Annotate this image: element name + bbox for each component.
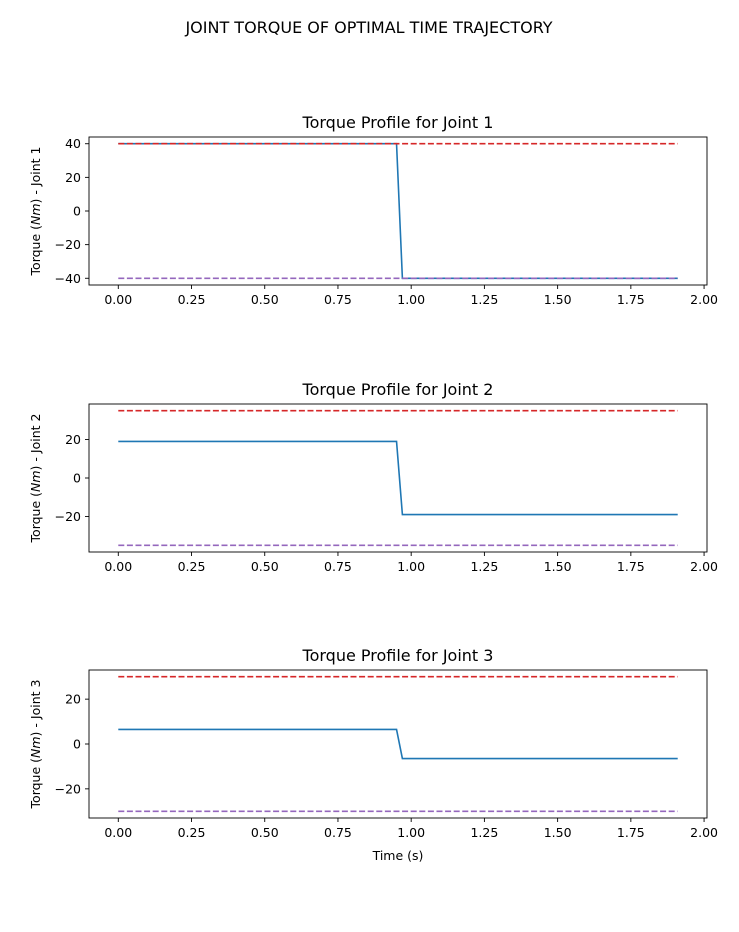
subplots: Torque Profile for Joint 1 0.00 0.25 0.50 0.… xyxy=(28,113,718,863)
x-tick-label: 0.75 xyxy=(324,825,352,840)
x-tick-label: 2.00 xyxy=(690,559,718,574)
x-tick-label: 0.25 xyxy=(178,292,206,307)
x-tick-label: 1.00 xyxy=(397,559,425,574)
y-axis-label-prefix: Torque ( xyxy=(28,225,43,276)
axes-frame xyxy=(88,669,708,819)
x-tick-label: 0.75 xyxy=(324,559,352,574)
subplot-title: Torque Profile for Joint 1 xyxy=(302,113,494,132)
x-tick-label: 1.50 xyxy=(544,825,572,840)
y-axis-label-suffix: ) - Joint 2 xyxy=(28,414,43,471)
x-tick-label: 1.25 xyxy=(470,292,498,307)
x-tick-label: 1.25 xyxy=(470,825,498,840)
torque-line xyxy=(118,440,678,516)
x-tick-label: 2.00 xyxy=(690,292,718,307)
y-tick-label: 0 xyxy=(73,737,81,752)
x-tick-label: 1.75 xyxy=(617,559,645,574)
y-axis-label-unit: Nm xyxy=(28,470,43,492)
x-tick-label: 1.00 xyxy=(397,825,425,840)
x-tick-label: 0.50 xyxy=(251,825,279,840)
torque-line xyxy=(118,728,678,760)
x-tick-label: 0.00 xyxy=(104,559,132,574)
x-tick-label: 1.75 xyxy=(617,292,645,307)
figure-title: JOINT TORQUE OF OPTIMAL TIME TRAJECTORY xyxy=(184,18,552,37)
y-axis-label-prefix: Torque ( xyxy=(28,492,43,543)
y-axis-label: Torque (Nm) - Joint 3 xyxy=(28,680,43,810)
x-tick-label: 1.00 xyxy=(397,292,425,307)
x-tick-label: 1.50 xyxy=(544,559,572,574)
subplot-title: Torque Profile for Joint 2 xyxy=(302,380,494,399)
x-tick-label: 0.00 xyxy=(104,292,132,307)
x-tick-label: 0.50 xyxy=(251,292,279,307)
y-tick-label: 40 xyxy=(65,136,81,151)
y-tick-label: 20 xyxy=(65,170,81,185)
y-axis-label: Torque (Nm) - Joint 2 xyxy=(28,414,43,544)
y-axis-label-unit: Nm xyxy=(28,736,43,758)
y-axis-label-suffix: ) - Joint 3 xyxy=(28,680,43,737)
x-tick-label: 1.50 xyxy=(544,292,572,307)
y-axis-label: Torque (Nm) - Joint 1 xyxy=(28,147,43,277)
y-tick-label: −20 xyxy=(55,509,81,524)
y-tick-label: 20 xyxy=(65,692,81,707)
x-axis-label: Time (s) xyxy=(372,848,424,863)
subplot-joint-2: Torque Profile for Joint 2 0.00 0.25 0.50 0.… xyxy=(28,380,718,574)
x-tick-label: 0.25 xyxy=(178,559,206,574)
y-tick-label: 20 xyxy=(65,432,81,447)
x-tick-label: 1.25 xyxy=(470,559,498,574)
y-tick-label: −20 xyxy=(55,237,81,252)
axes-frame xyxy=(88,403,708,553)
y-tick-label: 0 xyxy=(73,204,81,219)
y-tick-label: 0 xyxy=(73,471,81,486)
y-axis-label-unit: Nm xyxy=(28,203,43,225)
subplot-title: Torque Profile for Joint 3 xyxy=(302,646,494,665)
x-tick-label: 2.00 xyxy=(690,825,718,840)
x-tick-label: 0.75 xyxy=(324,292,352,307)
x-tick-label: 0.50 xyxy=(251,559,279,574)
x-tick-label: 1.75 xyxy=(617,825,645,840)
torque-line xyxy=(118,142,678,280)
subplot-joint-3: Torque Profile for Joint 3 0.00 0.25 0.50 0.… xyxy=(28,646,718,863)
y-axis-label-suffix: ) - Joint 1 xyxy=(28,147,43,204)
x-tick-label: 0.00 xyxy=(104,825,132,840)
x-tick-label: 0.25 xyxy=(178,825,206,840)
y-tick-label: −20 xyxy=(55,781,81,796)
y-tick-label: −40 xyxy=(55,271,81,286)
y-axis-label-prefix: Torque ( xyxy=(28,758,43,809)
subplot-joint-1: Torque Profile for Joint 1 0.00 0.25 0.50 0.… xyxy=(28,113,718,307)
